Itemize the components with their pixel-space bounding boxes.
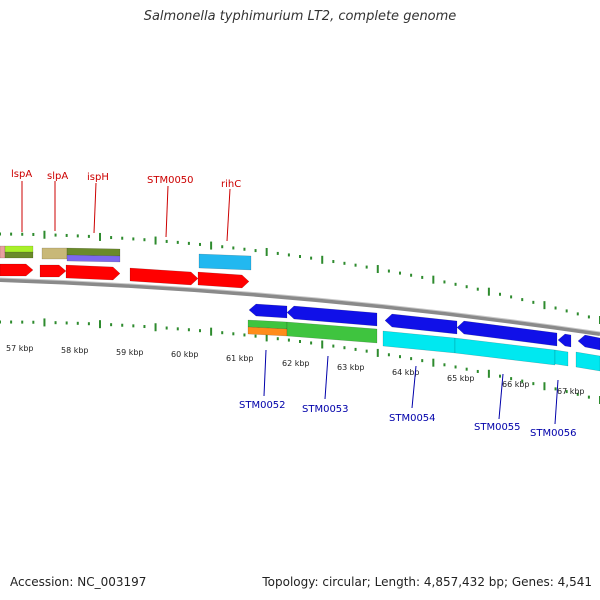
tick-label: 57 kbp xyxy=(6,344,34,353)
gene-STM0050-arrow[interactable] xyxy=(129,267,199,286)
outer-tick-ring xyxy=(0,230,600,324)
feature-box-green[interactable] xyxy=(286,321,378,344)
gene-lspA-arrow[interactable] xyxy=(0,263,34,277)
tick-label: 59 kbp xyxy=(116,348,144,357)
gene-ispH-arrow[interactable] xyxy=(65,264,121,281)
kbp-tick-labels: 57 kbp 58 kbp 59 kbp 60 kbp 61 kbp 62 kbp 63 k… xyxy=(6,344,585,396)
leader-line xyxy=(498,373,504,420)
tick-label: 62 kbp xyxy=(282,359,310,368)
feature-box-olive[interactable] xyxy=(66,247,121,257)
leader-line xyxy=(554,379,559,425)
bottom-gene-labels: STM0052 STM0053 STM0054 STM0055 STM0056 xyxy=(239,400,577,439)
gene-label-lspA[interactable]: lspA xyxy=(11,169,32,180)
gene-rihC-arrow[interactable] xyxy=(197,271,250,289)
genome-backbone xyxy=(0,278,600,336)
gene-label-STM0050[interactable]: STM0050 xyxy=(147,175,194,186)
tick-label: 67 kbp xyxy=(557,387,585,396)
leader-line xyxy=(263,349,267,397)
feature-box-olive[interactable] xyxy=(4,251,34,259)
tick-label: 65 kbp xyxy=(447,374,475,383)
reverse-strand-features xyxy=(247,303,600,372)
gene-label-STM0055[interactable]: STM0055 xyxy=(474,422,521,433)
gene-slpA-arrow[interactable] xyxy=(39,264,67,278)
feature-box-cyan[interactable] xyxy=(575,351,600,372)
tick-label: 60 kbp xyxy=(171,350,199,359)
gene-label-ispH[interactable]: ispH xyxy=(87,172,109,183)
leader-line xyxy=(165,185,169,238)
leader-line xyxy=(411,365,417,409)
feature-box-cyan[interactable] xyxy=(382,330,456,354)
feature-box-khaki[interactable] xyxy=(41,247,68,260)
gene-STM0052-arrow[interactable] xyxy=(248,303,288,319)
accession-text: Accession: NC_003197 xyxy=(10,575,147,589)
feature-rihC-box[interactable] xyxy=(198,253,252,271)
gene-label-STM0052[interactable]: STM0052 xyxy=(239,400,286,411)
gene-label-STM0056[interactable]: STM0056 xyxy=(530,428,577,439)
leader-line xyxy=(226,188,231,242)
gene-STM0054-arrow[interactable] xyxy=(384,313,458,335)
tick-label: 61 kbp xyxy=(226,354,254,363)
inner-tick-ring xyxy=(0,318,600,404)
leader-line xyxy=(324,355,329,400)
feature-box-cyan[interactable] xyxy=(554,349,569,367)
gene-next-arrow[interactable] xyxy=(577,334,600,351)
feature-box-lavender[interactable] xyxy=(66,254,121,263)
tick-label: 63 kbp xyxy=(337,363,365,372)
gene-label-rihC[interactable]: rihC xyxy=(221,179,241,190)
topology-text: Topology: circular; Length: 4,857,432 bp… xyxy=(262,575,592,589)
gene-label-STM0054[interactable]: STM0054 xyxy=(389,413,436,424)
feature-box-pink[interactable] xyxy=(0,245,6,259)
gene-STM0055-arrow[interactable] xyxy=(456,320,558,347)
top-gene-labels: lspA slpA ispH STM0050 rihC xyxy=(11,169,241,190)
gene-label-STM0053[interactable]: STM0053 xyxy=(302,404,349,415)
gene-STM0056-arrow[interactable] xyxy=(557,333,572,348)
map-title: Salmonella typhimurium LT2, complete gen… xyxy=(143,9,457,24)
gene-label-slpA[interactable]: slpA xyxy=(47,171,68,182)
tick-label: 66 kbp xyxy=(502,380,530,389)
feature-box-cyan[interactable] xyxy=(454,337,556,366)
tick-label: 58 kbp xyxy=(61,346,89,355)
tick-label: 64 kbp xyxy=(392,368,420,377)
leader-line xyxy=(93,182,97,234)
forward-strand-features xyxy=(0,245,252,289)
gene-STM0053-arrow[interactable] xyxy=(286,305,378,327)
